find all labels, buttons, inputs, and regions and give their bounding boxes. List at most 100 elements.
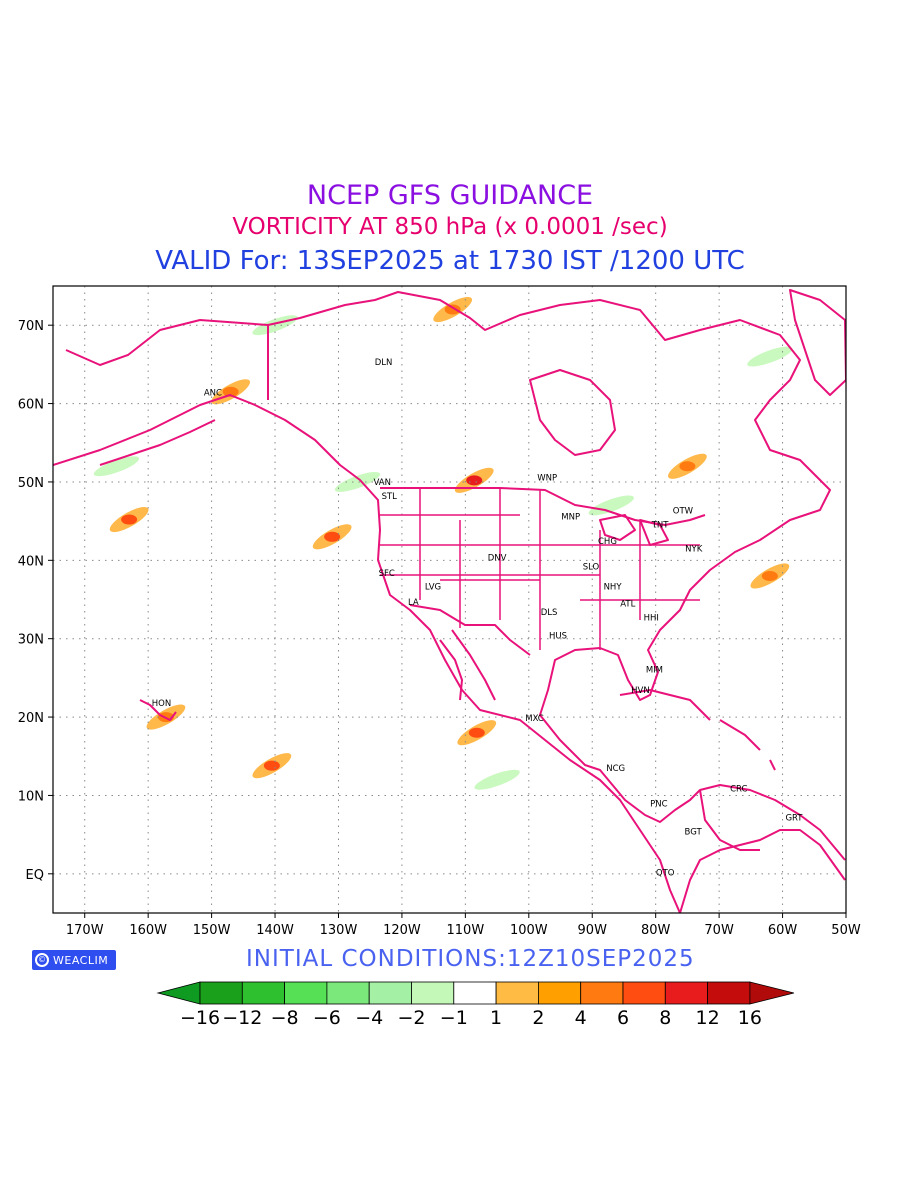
- lon-tick-label: 140W: [256, 923, 294, 938]
- lon-tick-label: 80W: [641, 923, 671, 938]
- chart-subtitle-valid-time: VALID For: 13SEP2025 at 1730 IST /1200 U…: [155, 246, 745, 276]
- colorbar-swatch: [284, 981, 328, 1005]
- lat-tick-label: 40N: [18, 554, 44, 569]
- north-america-coastline: [65, 291, 846, 861]
- station-label: DLS: [541, 608, 558, 618]
- south-america-coast: [679, 789, 846, 913]
- colorbar-label: −6: [313, 1007, 341, 1029]
- negative-vorticity-band: [747, 346, 793, 367]
- colorbar-swatch: [622, 981, 666, 1005]
- colorbar-label: 1: [490, 1007, 502, 1029]
- negative-vorticity-band: [588, 495, 634, 516]
- negative-vorticity-band: [334, 471, 381, 492]
- lat-tick-label: 70N: [18, 319, 44, 334]
- us-mexico-border: [409, 604, 531, 656]
- coastlines-and-borders: [53, 289, 846, 913]
- station-label: VAN: [374, 478, 391, 488]
- colorbar-arrow-high: [749, 981, 794, 1005]
- colorbar-swatch: [495, 981, 539, 1005]
- colorbar-label: −12: [222, 1007, 262, 1029]
- colorbar-swatch: [453, 981, 497, 1005]
- lon-tick-label: 160W: [129, 923, 167, 938]
- logo-label: WEACLIM: [53, 953, 109, 967]
- hawaii-islands: [139, 699, 177, 721]
- lon-tick-label: 100W: [510, 923, 548, 938]
- colorbar-swatch: [241, 981, 286, 1005]
- lon-tick-label: 120W: [383, 923, 421, 938]
- station-label: BGT: [685, 828, 703, 838]
- colorbar: −16 −12 −8 −6 −4 −2 −1 1 2 4 6 8 12 16: [156, 981, 794, 1029]
- positive-vorticity-core: [324, 531, 341, 542]
- colorbar-swatch: [326, 981, 370, 1005]
- greenland-coast: [789, 289, 846, 396]
- station-label: PNC: [650, 799, 667, 809]
- weaclim-logo: © WEACLIM: [32, 950, 116, 970]
- caribbean-islands: [619, 689, 776, 771]
- colorbar-label: −2: [397, 1007, 425, 1029]
- great-lakes: [599, 514, 669, 546]
- station-label: MXC: [525, 714, 544, 724]
- positive-vorticity-core: [121, 514, 138, 525]
- colorbar-swatch: [368, 981, 412, 1005]
- map-frame: [52, 285, 847, 914]
- negative-vorticity-band: [93, 456, 140, 477]
- lat-tick-label: 30N: [18, 633, 44, 648]
- lon-tick-label: 170W: [66, 923, 104, 938]
- lat-tick-label: 10N: [18, 789, 44, 804]
- lon-tick-label: 60W: [768, 923, 798, 938]
- colorbar-arrow-low: [156, 981, 201, 1005]
- baja-peninsula: [439, 639, 463, 701]
- station-label: NYK: [685, 545, 703, 555]
- positive-vorticity-core: [222, 386, 239, 397]
- station-label: DLN: [375, 358, 393, 368]
- positive-vorticity-core: [679, 461, 696, 472]
- colorbar-swatch: [580, 981, 624, 1005]
- positive-vorticity-core: [466, 475, 483, 486]
- station-label: DNV: [488, 553, 507, 563]
- lat-tick-label: 20N: [18, 711, 44, 726]
- colorbar-label: 2: [532, 1007, 544, 1029]
- station-label: CRC: [730, 785, 747, 795]
- colorbar-swatch: [199, 981, 243, 1005]
- station-label: LVG: [425, 582, 441, 592]
- colorbar-swatch: [538, 981, 582, 1005]
- lon-tick-label: 110W: [447, 923, 485, 938]
- lat-tick-label: 60N: [18, 398, 44, 413]
- station-label: HON: [152, 699, 171, 709]
- longitude-axis-labels: 170W 160W 150W 140W 130W 120W 110W 100W 90W 80W 70…: [66, 913, 861, 938]
- station-label: GRT: [785, 814, 803, 824]
- colorbar-label: 4: [575, 1007, 587, 1029]
- station-label: LA: [408, 598, 419, 608]
- lon-tick-label: 50W: [831, 923, 861, 938]
- station-label: MNP: [561, 513, 580, 523]
- copyright-icon: ©: [35, 953, 49, 967]
- vorticity-shading: [93, 296, 793, 790]
- pacific-coast: [53, 394, 681, 913]
- colorbar-label: 12: [696, 1007, 720, 1029]
- station-label: TNT: [651, 520, 670, 530]
- lon-tick-label: 90W: [578, 923, 608, 938]
- station-label: ATL: [620, 600, 635, 610]
- lat-tick-label: EQ: [26, 868, 44, 883]
- positive-vorticity-core: [761, 570, 778, 581]
- station-label: HHI: [644, 614, 659, 624]
- chart-subtitle-variable: VORTICITY AT 850 hPa (x 0.0001 /sec): [232, 214, 668, 240]
- lat-tick-label: 50N: [18, 476, 44, 491]
- station-label: HVN: [631, 686, 650, 696]
- station-label: NHY: [604, 582, 623, 592]
- station-label: SFC: [379, 569, 395, 579]
- lon-tick-label: 130W: [320, 923, 358, 938]
- station-label: QTO: [656, 868, 675, 878]
- lon-tick-label: 70W: [704, 923, 734, 938]
- station-label: MIM: [646, 665, 663, 675]
- gulf-of-california: [451, 629, 496, 701]
- colorbar-label: −16: [180, 1007, 220, 1029]
- colorbar-label: −8: [271, 1007, 299, 1029]
- colorbar-label: −1: [440, 1007, 468, 1029]
- station-label: STL: [382, 492, 398, 502]
- station-label: OTW: [673, 506, 694, 516]
- colorbar-swatch: [411, 981, 455, 1005]
- positive-vorticity-core: [468, 727, 485, 738]
